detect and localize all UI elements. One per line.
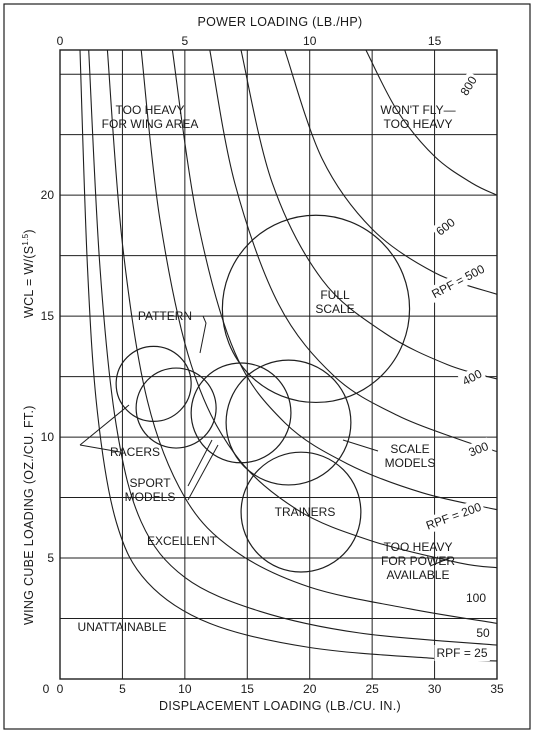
rpf-curves [79,50,497,662]
rpf-label: RPF = 25 [436,646,487,660]
scale-label-1: SCALE [390,442,429,456]
model-circle [240,451,362,573]
model-circle [115,345,192,422]
rpf-label-bg [455,71,482,101]
wcl-formula: WCL = W/(S [22,246,36,318]
rpf-label-bg [463,590,489,606]
rpf-label-bg [427,259,490,304]
plot-area [59,49,498,680]
rpf-curve [365,50,497,196]
rpf-label: 100 [466,591,486,605]
rpf-label-bg [431,212,461,241]
model-circle [221,214,411,404]
wont-fly-label-2: TOO HEAVY [384,117,453,131]
excellent-label: EXCELLENT [147,534,218,548]
unattainable-label: UNATTAINABLE [78,620,167,634]
racers-label: RACERS [110,445,160,459]
wont-fly-label-1: WON'T FLY— [380,103,455,117]
rpf-curve [106,50,497,624]
x-axis-title: DISPLACEMENT LOADING (LB./CU. IN.) [159,699,401,713]
racers-leader-1 [79,404,130,446]
power-leader [429,557,451,567]
scale-label-2: MODELS [385,456,436,470]
x-tick-label: 15 [241,682,255,696]
y-axis-secondary-title: WCL = W/(S1.5) [21,229,36,318]
trainers-label: TRAINERS [275,505,336,519]
x-tick-label: 25 [365,682,379,696]
y-tick-label: 15 [41,309,55,323]
too-heavy-power-label-2: FOR POWER [381,554,455,568]
full-scale-label-2: SCALE [315,302,354,316]
rpf-label-bg [457,364,487,391]
x-tick-label: 20 [303,682,317,696]
sport-label-1: SPORT [129,476,171,490]
annotations: TOO HEAVY FOR WING AREA WON'T FLY— TOO H… [78,103,456,634]
y-tick-label: 10 [41,430,55,444]
pattern-label: PATTERN [138,309,192,323]
wcl-exponent: 1.5 [21,233,30,245]
sport-label-2: MODELS [125,490,176,504]
rpf-curve [79,50,497,662]
sport-leader-2 [187,444,219,501]
model-circle [135,367,217,449]
top-tick-label: 0 [57,34,64,48]
pattern-leader [199,315,207,354]
too-heavy-power-label-1: TOO HEAVY [384,540,453,554]
top-axis-title: POWER LOADING (LB./HP) [198,15,363,29]
rpf-label-bg [464,437,493,462]
rpf-label: 50 [476,626,490,640]
scale-leader [342,439,379,452]
x-tick-label: 10 [178,682,192,696]
model-circles [115,214,411,573]
too-heavy-wing-label-1: TOO HEAVY [116,103,185,117]
y-axis-title: WING CUBE LOADING (OZ./CU. FT.) [22,405,36,625]
top-tick-label: 15 [428,34,442,48]
top-tick-label: 10 [303,34,317,48]
model-circle [225,359,352,486]
rpf-label-bg [434,645,490,661]
y-tick-label: 20 [41,188,55,202]
x-tick-label: 5 [119,682,126,696]
x-tick-label: 35 [490,682,504,696]
wcl-close: ) [22,229,36,233]
y-tick-label: 5 [47,551,54,565]
grid [60,50,497,679]
rpf-label-bg [421,498,486,535]
sport-leader-1 [187,439,213,487]
full-scale-label-1: FULL [320,288,350,302]
top-tick-label: 5 [182,34,189,48]
axis-ticks: 0 5 10 15 20 25 30 35 0 5 10 15 5 10 15 20 0 [41,34,504,696]
x-tick-label: 30 [428,682,442,696]
rpf-label-bg [474,625,492,641]
x-tick-label: 0 [57,682,64,696]
rpf-curve [240,50,497,380]
rpf-curve [171,50,497,511]
too-heavy-power-label-3: AVAILABLE [387,568,450,582]
y-origin-label: 0 [43,682,50,696]
too-heavy-wing-label-2: FOR WING AREA [102,117,199,131]
leader-lines [79,315,451,567]
rpf-curve [209,50,497,453]
rpf-curve [88,50,497,646]
racers-leader-2 [79,444,121,453]
